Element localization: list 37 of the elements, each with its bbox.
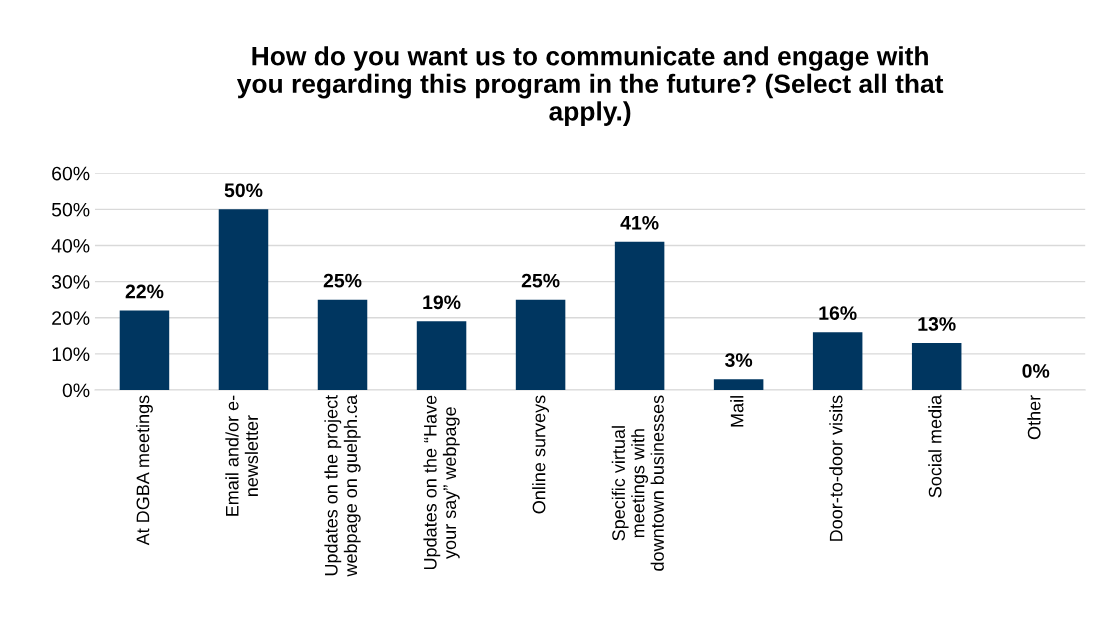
y-tick-label: 20% [52,311,90,325]
data-label: 41% [620,215,659,230]
x-tick-label: Door-to-door visits [829,395,843,541]
data-label: 22% [125,284,164,299]
bar [911,343,962,390]
data-label: 16% [819,306,857,321]
x-tick-label: Mail [730,396,744,427]
bar [416,321,467,390]
y-tick-label: 60% [52,166,90,181]
data-label: 19% [423,295,461,310]
x-tick-label: Updates on the project webpage on guelph.ca [324,394,361,577]
data-label: 25% [521,273,560,288]
x-tick-label: At DGBA meetings [136,395,153,546]
y-tick-label: 40% [51,238,90,253]
x-tick-label: Online surveys [532,395,549,514]
x-tick-label: Updates on the “Have your say” webpage [423,395,460,570]
data-label: 0% [1022,364,1050,378]
data-label: 13% [918,317,956,331]
data-label: 3% [725,353,753,368]
data-label: 50% [224,183,263,198]
bar [614,241,665,390]
bar [713,379,764,390]
y-tick-label: 0% [62,383,90,398]
x-tick-label: Social media [928,394,942,498]
x-tick-label: Other [1027,395,1041,440]
y-tick-label: 50% [51,202,90,217]
bar [218,209,269,390]
y-tick-label: 10% [52,347,90,362]
bar [119,310,170,390]
chart-title: How do you want us to communicate and engage with you regarding this program in the future? (Select all that apply.) [236,46,944,126]
x-tick-label: Specific virtual meetings with downtown businesses [611,395,664,571]
bar [812,332,863,390]
x-tick-label: Email and/or e- newsletter [225,395,259,516]
bar [317,299,368,390]
data-label: 25% [323,273,362,288]
bar [515,299,566,390]
y-tick-label: 30% [51,275,90,289]
